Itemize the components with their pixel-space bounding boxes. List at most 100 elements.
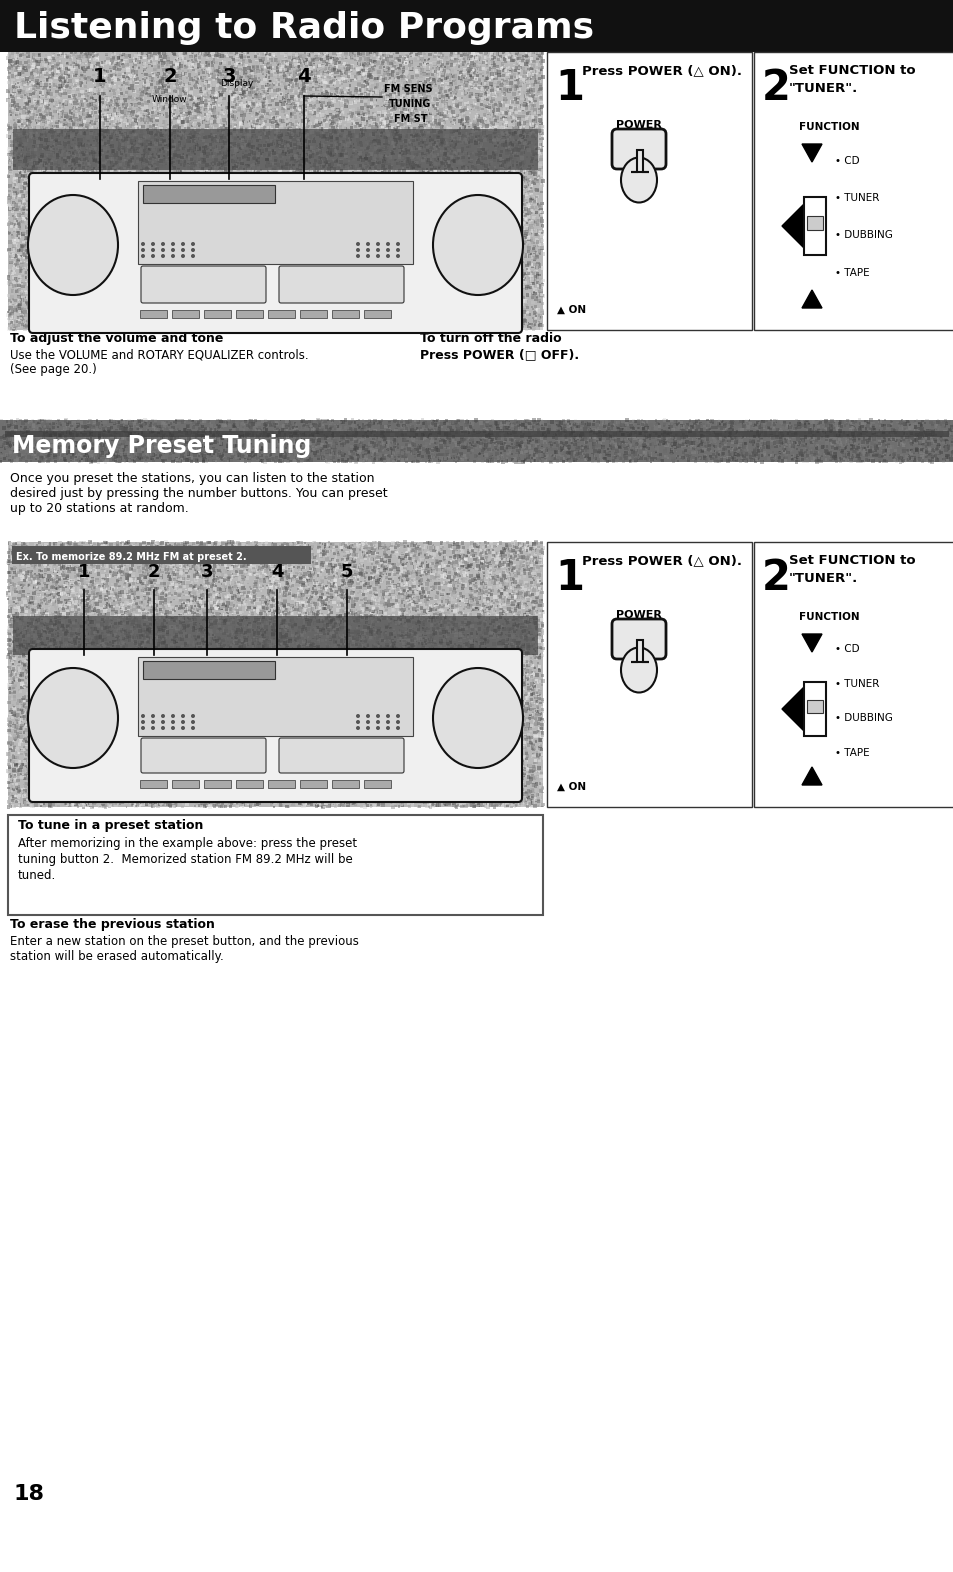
Point bbox=[234, 640, 250, 665]
Point bbox=[268, 47, 283, 72]
Point bbox=[250, 734, 265, 759]
Point bbox=[527, 266, 542, 291]
Point bbox=[236, 671, 252, 696]
Point bbox=[529, 580, 544, 605]
Point bbox=[3, 99, 18, 124]
Point bbox=[272, 130, 287, 156]
Point bbox=[58, 60, 73, 85]
Point bbox=[102, 127, 117, 152]
Point bbox=[392, 138, 407, 163]
Point bbox=[316, 316, 332, 341]
Point bbox=[613, 413, 628, 439]
Point bbox=[363, 77, 378, 102]
Point bbox=[90, 258, 105, 283]
Point bbox=[385, 597, 400, 623]
Point bbox=[93, 82, 109, 107]
Point bbox=[334, 97, 349, 123]
Point bbox=[482, 791, 497, 816]
Point bbox=[125, 668, 140, 693]
Point bbox=[141, 597, 156, 623]
Point bbox=[343, 55, 358, 80]
Point bbox=[221, 621, 236, 646]
Point bbox=[285, 621, 300, 646]
Point bbox=[403, 313, 418, 338]
Point bbox=[490, 119, 505, 145]
Point bbox=[426, 107, 441, 132]
Point bbox=[444, 409, 459, 434]
Point bbox=[138, 130, 153, 156]
Point bbox=[103, 145, 118, 170]
Point bbox=[291, 775, 306, 800]
Point bbox=[388, 79, 403, 104]
Point bbox=[327, 662, 342, 687]
Point bbox=[213, 687, 228, 712]
Point bbox=[421, 723, 436, 748]
Point bbox=[293, 316, 308, 341]
Point bbox=[152, 624, 168, 649]
Point bbox=[649, 412, 664, 437]
Point bbox=[286, 439, 301, 464]
Point bbox=[520, 717, 536, 742]
Point bbox=[531, 656, 546, 681]
Point bbox=[249, 259, 264, 285]
Point bbox=[181, 214, 196, 239]
Point bbox=[227, 638, 242, 663]
Point bbox=[113, 104, 129, 129]
Point bbox=[163, 261, 178, 286]
Point bbox=[186, 212, 201, 237]
Point bbox=[294, 437, 310, 462]
Point bbox=[78, 174, 93, 200]
Point bbox=[314, 316, 329, 341]
Point bbox=[450, 751, 465, 777]
Point bbox=[204, 700, 219, 725]
Point bbox=[76, 563, 91, 588]
Point bbox=[674, 418, 689, 443]
Point bbox=[209, 715, 224, 740]
Point bbox=[74, 709, 90, 734]
Point bbox=[169, 46, 184, 71]
Point bbox=[217, 616, 233, 641]
Point bbox=[53, 737, 69, 762]
Point bbox=[528, 751, 543, 777]
Point bbox=[16, 612, 31, 637]
Point bbox=[223, 39, 238, 64]
Point bbox=[460, 678, 476, 703]
Point bbox=[227, 674, 242, 700]
Point bbox=[522, 780, 537, 805]
Point bbox=[749, 410, 764, 435]
Point bbox=[446, 104, 461, 129]
Point bbox=[350, 165, 365, 190]
Point bbox=[259, 288, 274, 313]
Point bbox=[819, 434, 834, 459]
Point bbox=[31, 638, 47, 663]
Point bbox=[198, 775, 213, 800]
Point bbox=[440, 189, 456, 214]
Point bbox=[841, 448, 857, 473]
Point bbox=[113, 619, 129, 645]
Point bbox=[558, 437, 574, 462]
Point bbox=[280, 627, 295, 652]
Point bbox=[404, 450, 419, 475]
Point bbox=[9, 291, 24, 316]
Point bbox=[123, 113, 138, 138]
Point bbox=[478, 201, 494, 226]
Point bbox=[255, 300, 271, 325]
Point bbox=[200, 549, 215, 574]
Point bbox=[745, 413, 760, 439]
Point bbox=[373, 123, 388, 148]
Point bbox=[36, 108, 51, 134]
Point bbox=[152, 310, 167, 335]
Point bbox=[119, 280, 134, 305]
Point bbox=[491, 115, 506, 140]
Point bbox=[436, 203, 451, 228]
Point bbox=[558, 423, 573, 448]
Point bbox=[527, 97, 542, 123]
Point bbox=[0, 428, 12, 453]
Point bbox=[245, 195, 260, 220]
Point bbox=[94, 789, 110, 814]
Point bbox=[220, 294, 235, 319]
Point bbox=[334, 187, 349, 212]
Point bbox=[62, 204, 77, 230]
Point bbox=[452, 692, 467, 717]
Point bbox=[9, 132, 24, 157]
